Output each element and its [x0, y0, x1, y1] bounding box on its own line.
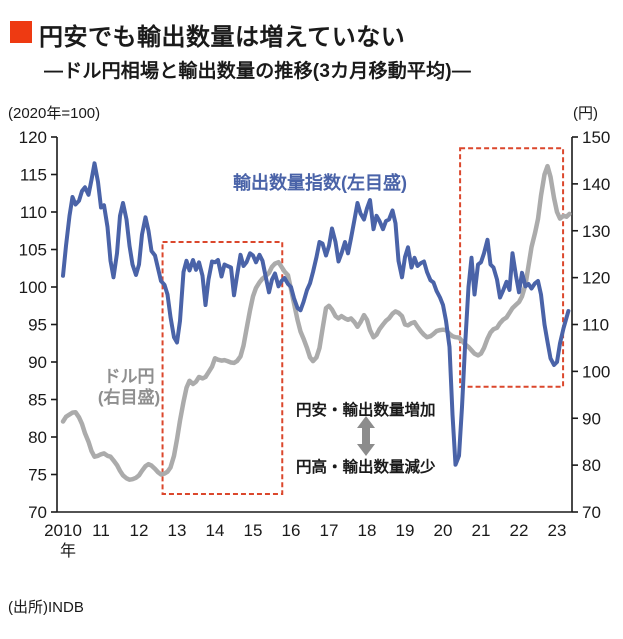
up-down-arrow-icon	[357, 416, 375, 456]
left-axis-unit-label: (2020年=100)	[8, 105, 101, 122]
x-axis-tick-label: 17	[320, 521, 339, 540]
left-axis-tick-label: 120	[19, 128, 47, 147]
x-axis-tick-label: 22	[510, 521, 529, 540]
x-axis-tick-label: 20	[434, 521, 453, 540]
x-axis-tick-label: 18	[358, 521, 377, 540]
left-axis-tick-label: 105	[19, 241, 47, 260]
chart-subtitle: ―ドル円相場と輸出数量の推移(3カ月移動平均)―	[44, 61, 472, 82]
right-axis-unit-label: (円)	[573, 105, 598, 122]
x-axis-tick-label: 23	[548, 521, 567, 540]
x-axis-tick-label: 16	[282, 521, 301, 540]
right-axis-tick-label: 110	[582, 316, 609, 335]
legend-usd-jpy: ドル円 (右目盛)	[88, 366, 170, 408]
left-axis-tick-label: 100	[19, 278, 47, 297]
right-axis-tick-label: 150	[582, 128, 610, 147]
left-axis-tick-label: 85	[28, 391, 47, 410]
left-axis-tick-label: 95	[28, 316, 47, 335]
x-axis-tick-label: 21	[472, 521, 491, 540]
x-axis-tick-label: 19	[396, 521, 415, 540]
left-axis-tick-label: 75	[28, 466, 47, 485]
x-axis-tick-label: 12	[130, 521, 149, 540]
series-line-export-index	[61, 161, 571, 467]
left-axis-tick-label: 110	[20, 203, 47, 222]
right-axis-tick-label: 120	[582, 269, 610, 288]
legend-usd-jpy-line2: (右目盛)	[97, 388, 161, 407]
annotation-yen-strong-export-down: 円高・輸出数量減少	[296, 459, 436, 476]
x-axis-tick-label: 14	[206, 521, 225, 540]
right-axis-tick-label: 90	[582, 409, 601, 428]
right-axis-tick-label: 100	[582, 362, 610, 381]
highlight-box-2	[459, 147, 565, 388]
x-axis-tick-label: 2010	[44, 521, 82, 540]
x-axis-tick-label: 13	[168, 521, 187, 540]
right-axis-tick-label: 140	[582, 175, 610, 194]
legend-usd-jpy-line1: ドル円	[103, 367, 155, 386]
annotation-yen-weak-export-up: 円安・輸出数量増加	[296, 402, 436, 419]
left-axis-tick-label: 115	[20, 166, 47, 185]
source-note: (出所)INDB	[8, 599, 84, 616]
left-axis-tick-label: 70	[28, 503, 47, 522]
highlight-box-1	[161, 241, 284, 495]
right-axis-tick-label: 70	[582, 503, 601, 522]
legend-export-index: 輸出数量指数(左目盛)	[233, 173, 407, 193]
right-axis-tick-label: 80	[582, 456, 601, 475]
title-accent-square	[10, 21, 32, 43]
chart-title: 円安でも輸出数量は増えていない	[39, 24, 406, 51]
x-axis-tick-label: 15	[244, 521, 263, 540]
right-axis-tick-label: 130	[582, 222, 610, 241]
left-axis-tick-label: 80	[28, 428, 47, 447]
x-axis-tick-label: 11	[92, 521, 110, 540]
x-axis-unit-label: 年	[60, 542, 76, 560]
series-line-usd-jpy	[60, 163, 572, 482]
left-axis-tick-label: 90	[28, 353, 47, 372]
